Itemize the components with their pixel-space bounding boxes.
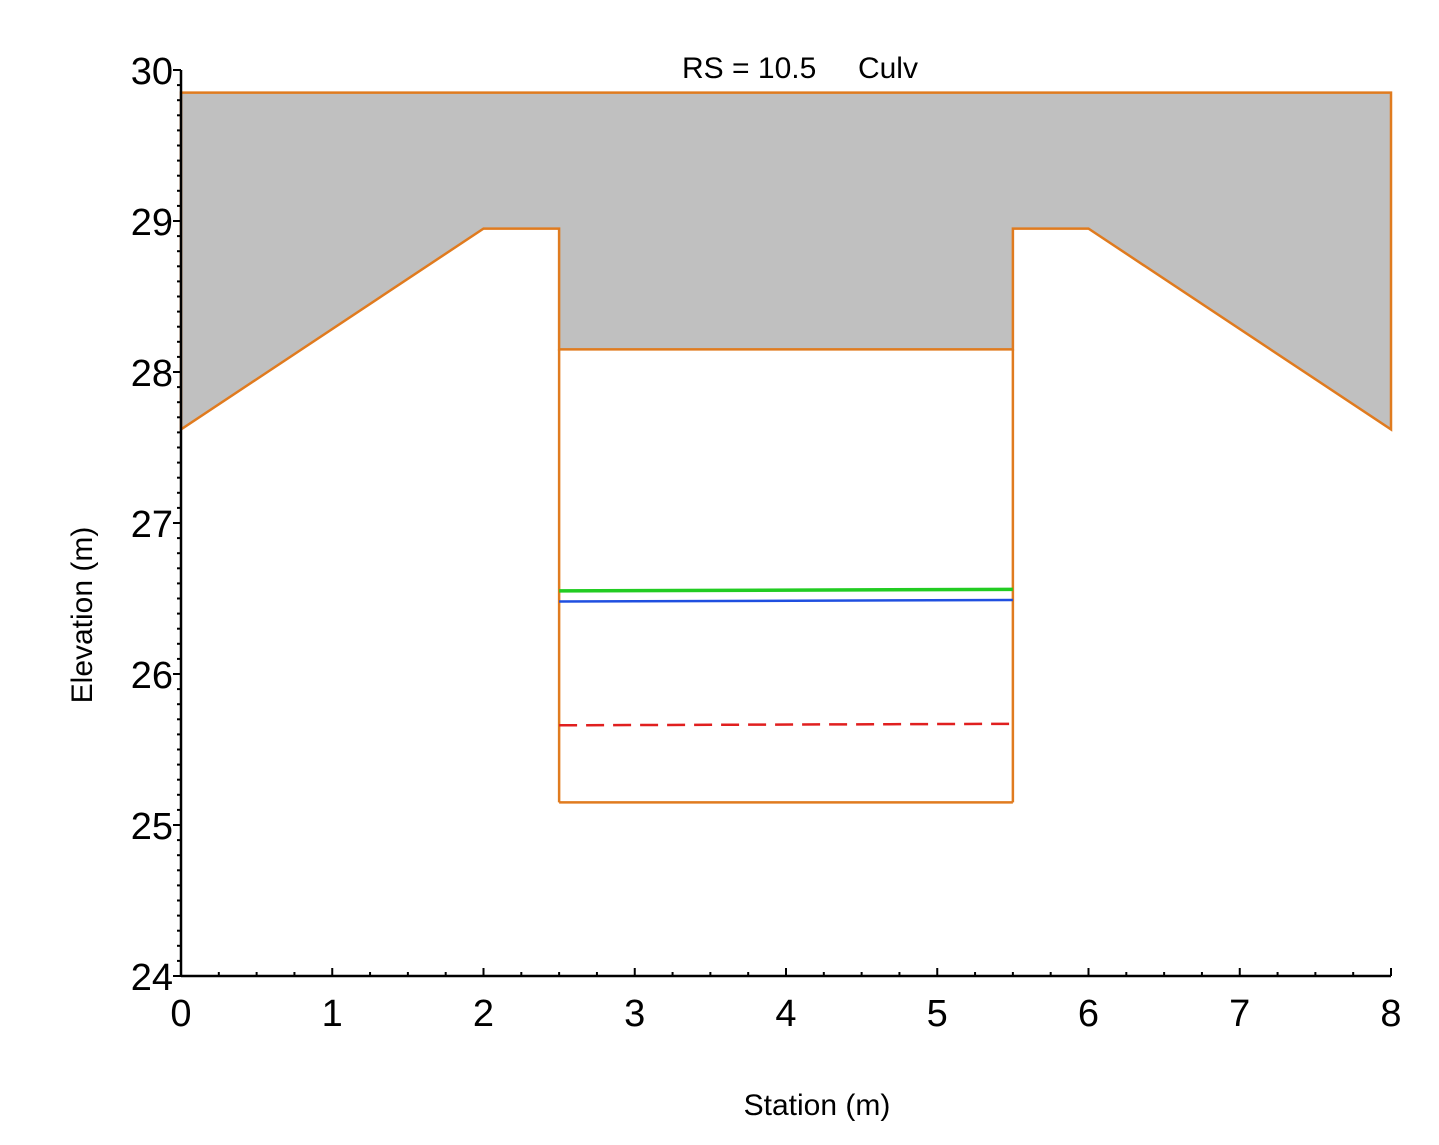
bridge-deck [179, 91, 1393, 432]
y-tick-label: 27 [131, 504, 173, 546]
x-tick-label: 5 [927, 993, 948, 1035]
blue-line [559, 598, 1013, 603]
x-tick-label: 0 [170, 993, 191, 1035]
x-tick-label: 1 [322, 993, 343, 1035]
red-dashed-line [559, 722, 1013, 727]
y-tick-label: 28 [131, 353, 173, 395]
y-tick-label: 26 [131, 655, 173, 697]
green-line [559, 587, 1013, 593]
chart-title: RS = 10.5 Culv [682, 52, 918, 85]
axes: 0 1 2 3 4 5 6 7 8 24 25 26 27 28 29 30 [131, 51, 1402, 1035]
x-tick-label: 8 [1380, 993, 1401, 1035]
y-tick-label: 30 [131, 51, 173, 93]
y-axis-title: Elevation (m) [66, 527, 99, 704]
x-tick-label: 7 [1229, 993, 1250, 1035]
x-tick-label: 3 [624, 993, 645, 1035]
y-tick-label: 24 [131, 957, 173, 999]
y-tick-label: 29 [131, 202, 173, 244]
x-tick-label: 2 [473, 993, 494, 1035]
x-tick-label: 6 [1078, 993, 1099, 1035]
plot-area [179, 91, 1393, 804]
y-tick-label: 25 [131, 806, 173, 848]
x-axis-title: Station (m) [744, 1089, 891, 1122]
x-tick-label: 4 [775, 993, 796, 1035]
